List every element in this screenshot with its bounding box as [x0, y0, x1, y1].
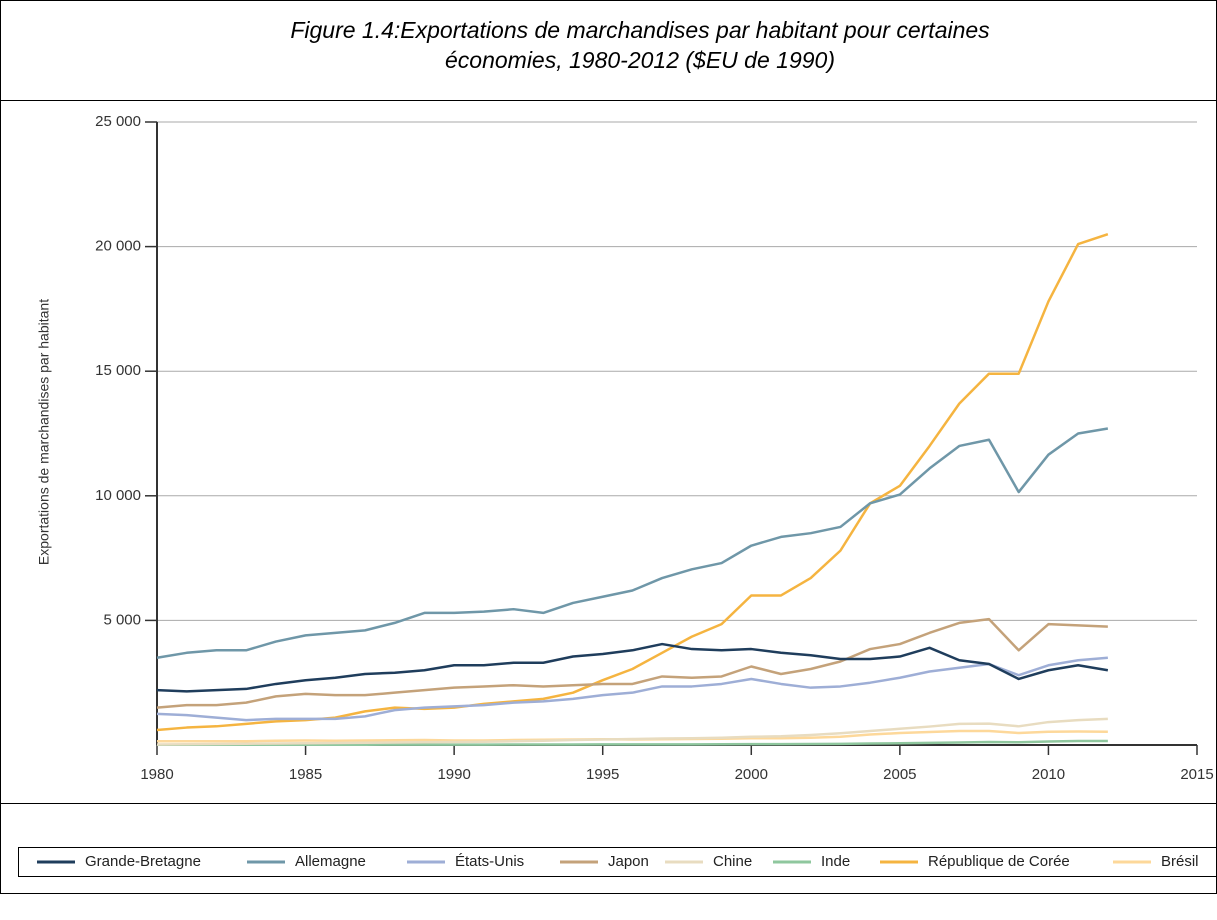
legend-label: République de Corée	[928, 853, 1070, 870]
y-tick-label: 15 000	[95, 362, 141, 379]
legend-label: Grande-Bretagne	[85, 853, 201, 870]
y-tick-label: 20 000	[95, 238, 141, 255]
x-tick-label: 1990	[437, 766, 470, 783]
series-line	[157, 619, 1108, 707]
x-tick-label: 1985	[289, 766, 322, 783]
x-tick-label: 1995	[586, 766, 619, 783]
y-tick-label: 5 000	[103, 611, 141, 628]
series-line	[157, 234, 1108, 730]
chart-title: Figure 1.4:Exportations de marchandises …	[290, 17, 990, 43]
legend-label: Allemagne	[295, 853, 366, 870]
y-tick-label: 25 000	[95, 113, 141, 130]
x-tick-label: 2015	[1180, 766, 1213, 783]
x-tick-label: 2010	[1032, 766, 1065, 783]
x-tick-label: 2005	[883, 766, 916, 783]
legend-label: Chine	[713, 853, 752, 870]
y-axis-label: Exportations de marchandises par habitan…	[36, 299, 52, 565]
series-line	[157, 658, 1108, 720]
legend-label: Japon	[608, 853, 649, 870]
legend-label: Inde	[821, 853, 850, 870]
legend-label: Brésil	[1161, 853, 1199, 870]
x-tick-label: 1980	[140, 766, 173, 783]
frame	[1, 1, 1217, 894]
x-tick-label: 2000	[735, 766, 768, 783]
legend-label: États-Unis	[455, 853, 524, 870]
y-tick-label: 10 000	[95, 487, 141, 504]
chart-title: économies, 1980-2012 ($EU de 1990)	[445, 47, 835, 73]
